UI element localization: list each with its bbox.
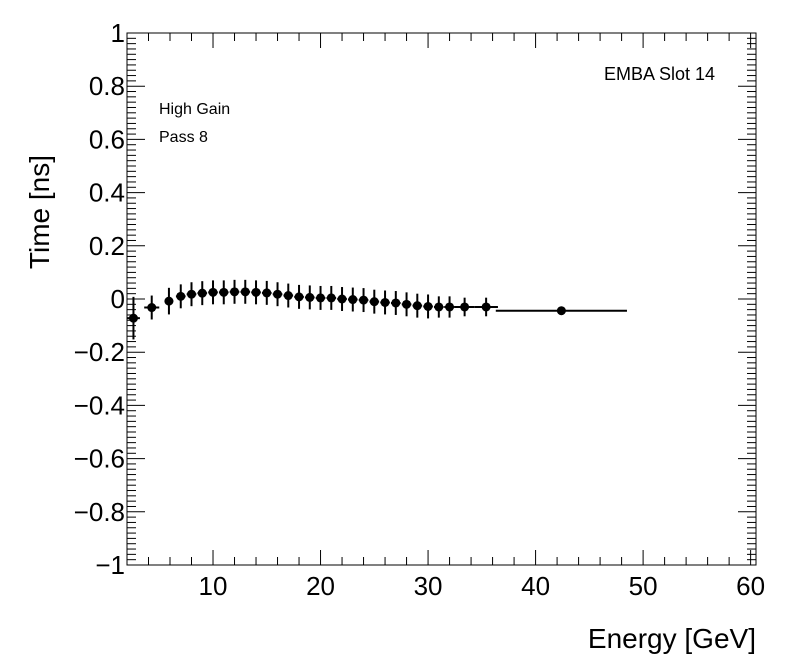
data-point xyxy=(337,294,347,304)
data-point xyxy=(380,297,390,307)
data-point-group xyxy=(454,297,475,317)
data-point xyxy=(460,302,470,312)
data-point xyxy=(305,292,315,302)
data-point xyxy=(348,295,358,305)
data-point-group xyxy=(229,279,240,304)
y-axis-label: Time [ns] xyxy=(24,155,55,269)
axis-ticks xyxy=(126,32,756,566)
y-tick-label: 0.6 xyxy=(89,124,125,154)
data-point xyxy=(230,287,240,297)
data-point xyxy=(251,287,261,297)
x-tick-label: 30 xyxy=(414,571,443,601)
y-tick-label: −0.6 xyxy=(74,444,125,474)
data-point xyxy=(240,287,250,297)
data-point xyxy=(273,289,283,299)
data-point-group xyxy=(495,306,627,316)
data-point-group xyxy=(326,285,337,310)
y-tick-label: −0.2 xyxy=(74,337,125,367)
data-point-group xyxy=(304,285,315,310)
x-tick-label: 10 xyxy=(199,571,228,601)
data-point xyxy=(176,291,186,301)
data-point xyxy=(187,289,197,299)
gain-annotation: High Gain xyxy=(159,101,230,118)
data-point xyxy=(412,301,422,311)
x-tick-labels: 10 20 30 40 50 60 xyxy=(199,571,766,601)
y-tick-label: 0.4 xyxy=(89,178,125,208)
data-point-group xyxy=(294,284,304,309)
data-point xyxy=(147,303,157,313)
data-point-group xyxy=(347,287,358,312)
data-point-group xyxy=(175,284,186,309)
slot-annotation: EMBA Slot 14 xyxy=(604,64,715,84)
y-tick-label: −1 xyxy=(95,550,125,580)
data-point xyxy=(369,297,379,307)
data-point xyxy=(445,302,455,312)
data-point xyxy=(423,301,433,311)
data-point-group xyxy=(186,282,197,307)
y-tick-label: 1 xyxy=(111,18,125,48)
data-point xyxy=(283,291,293,301)
data-point-group xyxy=(197,281,208,306)
y-tick-label: −0.4 xyxy=(74,390,125,420)
data-point-group xyxy=(164,287,174,315)
data-point-group xyxy=(401,292,412,317)
data-point-group xyxy=(380,290,390,315)
data-point-group xyxy=(433,296,444,318)
data-point xyxy=(556,306,566,316)
data-point xyxy=(208,287,218,297)
data-point-group xyxy=(444,296,455,318)
data-point xyxy=(164,296,174,306)
x-axis-label: Energy [GeV] xyxy=(588,623,756,654)
y-tick-label: 0 xyxy=(111,284,125,314)
data-point-group xyxy=(208,280,218,305)
x-tick-label: 20 xyxy=(306,571,335,601)
data-point-group xyxy=(261,280,272,305)
data-point-group xyxy=(251,280,261,305)
data-point-group xyxy=(369,289,380,314)
data-point xyxy=(434,302,444,312)
data-point xyxy=(294,292,304,302)
pass-annotation: Pass 8 xyxy=(159,129,208,146)
y-tick-label: 0.8 xyxy=(89,71,125,101)
data-point-group xyxy=(283,283,294,308)
data-point xyxy=(128,313,138,323)
data-point xyxy=(262,288,272,298)
data-point-group xyxy=(218,280,229,305)
data-point-group xyxy=(390,291,401,315)
data-point-group xyxy=(412,293,423,318)
data-point xyxy=(359,295,369,305)
data-point-group xyxy=(423,294,433,319)
data-point xyxy=(481,302,491,312)
data-point-group xyxy=(127,296,140,340)
data-point-group xyxy=(315,285,326,310)
x-tick-label: 50 xyxy=(629,571,658,601)
y-tick-labels: −1 −0.8 −0.6 −0.4 −0.2 0 0.2 0.4 0.6 0.8 1 xyxy=(74,18,125,580)
data-point-group xyxy=(240,279,251,304)
data-point xyxy=(197,288,207,298)
data-point xyxy=(402,299,412,309)
y-tick-label: −0.8 xyxy=(74,497,125,527)
data-point-group xyxy=(474,297,498,317)
data-point-group xyxy=(358,288,369,313)
data-point-group xyxy=(337,287,347,311)
y-tick-label: 0.2 xyxy=(89,231,125,261)
data-series xyxy=(127,279,627,340)
data-point-group xyxy=(272,282,283,307)
x-tick-label: 60 xyxy=(736,571,765,601)
data-point xyxy=(219,287,229,297)
x-tick-label: 40 xyxy=(521,571,550,601)
data-point xyxy=(391,298,401,308)
data-point xyxy=(316,293,326,303)
data-point xyxy=(326,293,336,303)
data-point-group xyxy=(144,295,160,320)
